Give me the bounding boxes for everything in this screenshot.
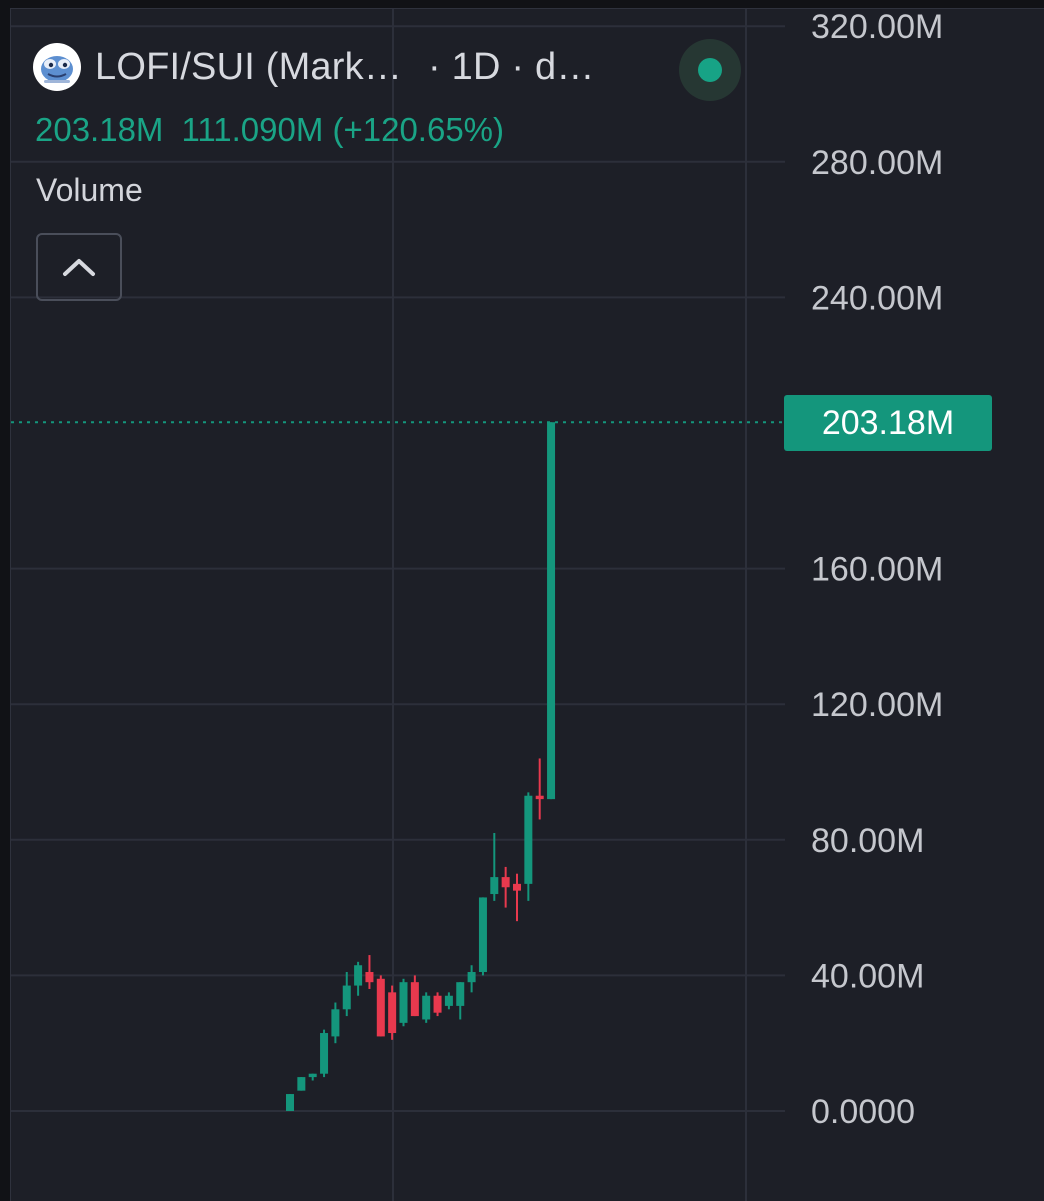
volume-chart[interactable]: 0.0000 40.00M 80.00M 120.00M 160.00M 240.00M 2… — [11, 9, 1044, 1201]
symbol-header[interactable]: LOFI/SUI (Mark… · 1D · d… — [33, 43, 605, 91]
collapse-button[interactable] — [36, 233, 122, 301]
candle-body — [478, 897, 487, 973]
candle-body — [467, 972, 476, 983]
candle-body — [433, 995, 442, 1013]
candle-body — [354, 965, 363, 986]
y-tick-label: 320.00M — [811, 9, 943, 46]
candle-body — [456, 982, 465, 1006]
candle-body — [388, 992, 397, 1034]
candle-body — [376, 978, 385, 1037]
candle-body — [535, 795, 544, 800]
market-open-dot-icon — [698, 58, 722, 82]
interval-label[interactable]: · 1D · d… — [428, 45, 595, 88]
candles — [286, 422, 556, 1111]
candle-body — [410, 982, 419, 1017]
candle-body — [513, 883, 521, 891]
pepe-frog-logo — [33, 43, 81, 91]
candle-body — [342, 985, 351, 1010]
change-value: 111.090M (+120.65%) — [181, 111, 505, 148]
status-indicator[interactable] — [679, 39, 741, 101]
y-tick-label: 240.00M — [811, 279, 943, 317]
candle-body — [547, 422, 556, 800]
y-axis-labels: 0.0000 40.00M 80.00M 120.00M 160.00M 240.00M 2… — [811, 9, 943, 1131]
candle-body — [286, 1094, 294, 1111]
value-readout: 203.18M 111.090M (+120.65%) — [35, 111, 522, 149]
candle-body — [422, 995, 431, 1020]
candle-body — [365, 972, 374, 983]
candle-body — [490, 877, 499, 895]
y-tick-label: 280.00M — [811, 144, 943, 182]
chevron-up-icon — [63, 259, 95, 276]
y-tick-label: 120.00M — [811, 686, 943, 724]
symbol-label[interactable]: LOFI/SUI (Mark… — [95, 45, 403, 88]
candle-body — [308, 1073, 317, 1078]
candle-body — [524, 795, 533, 884]
candle-body — [444, 995, 453, 1006]
indicator-label[interactable]: Volume — [36, 172, 143, 208]
candle-body — [399, 982, 408, 1023]
candle-body — [320, 1033, 329, 1074]
candle-body — [331, 1009, 340, 1037]
y-tick-label: 80.00M — [811, 822, 924, 860]
candle-body — [297, 1077, 306, 1091]
last-price-tag: 203.18M — [784, 395, 992, 451]
last-value: 203.18M — [35, 111, 164, 148]
y-tick-label: 40.00M — [811, 957, 924, 995]
candle-body — [501, 877, 510, 888]
y-tick-label: 160.00M — [811, 551, 943, 589]
chart-panel: 0.0000 40.00M 80.00M 120.00M 160.00M 240.00M 2… — [10, 8, 1044, 1201]
y-tick-label: 0.0000 — [811, 1093, 915, 1131]
